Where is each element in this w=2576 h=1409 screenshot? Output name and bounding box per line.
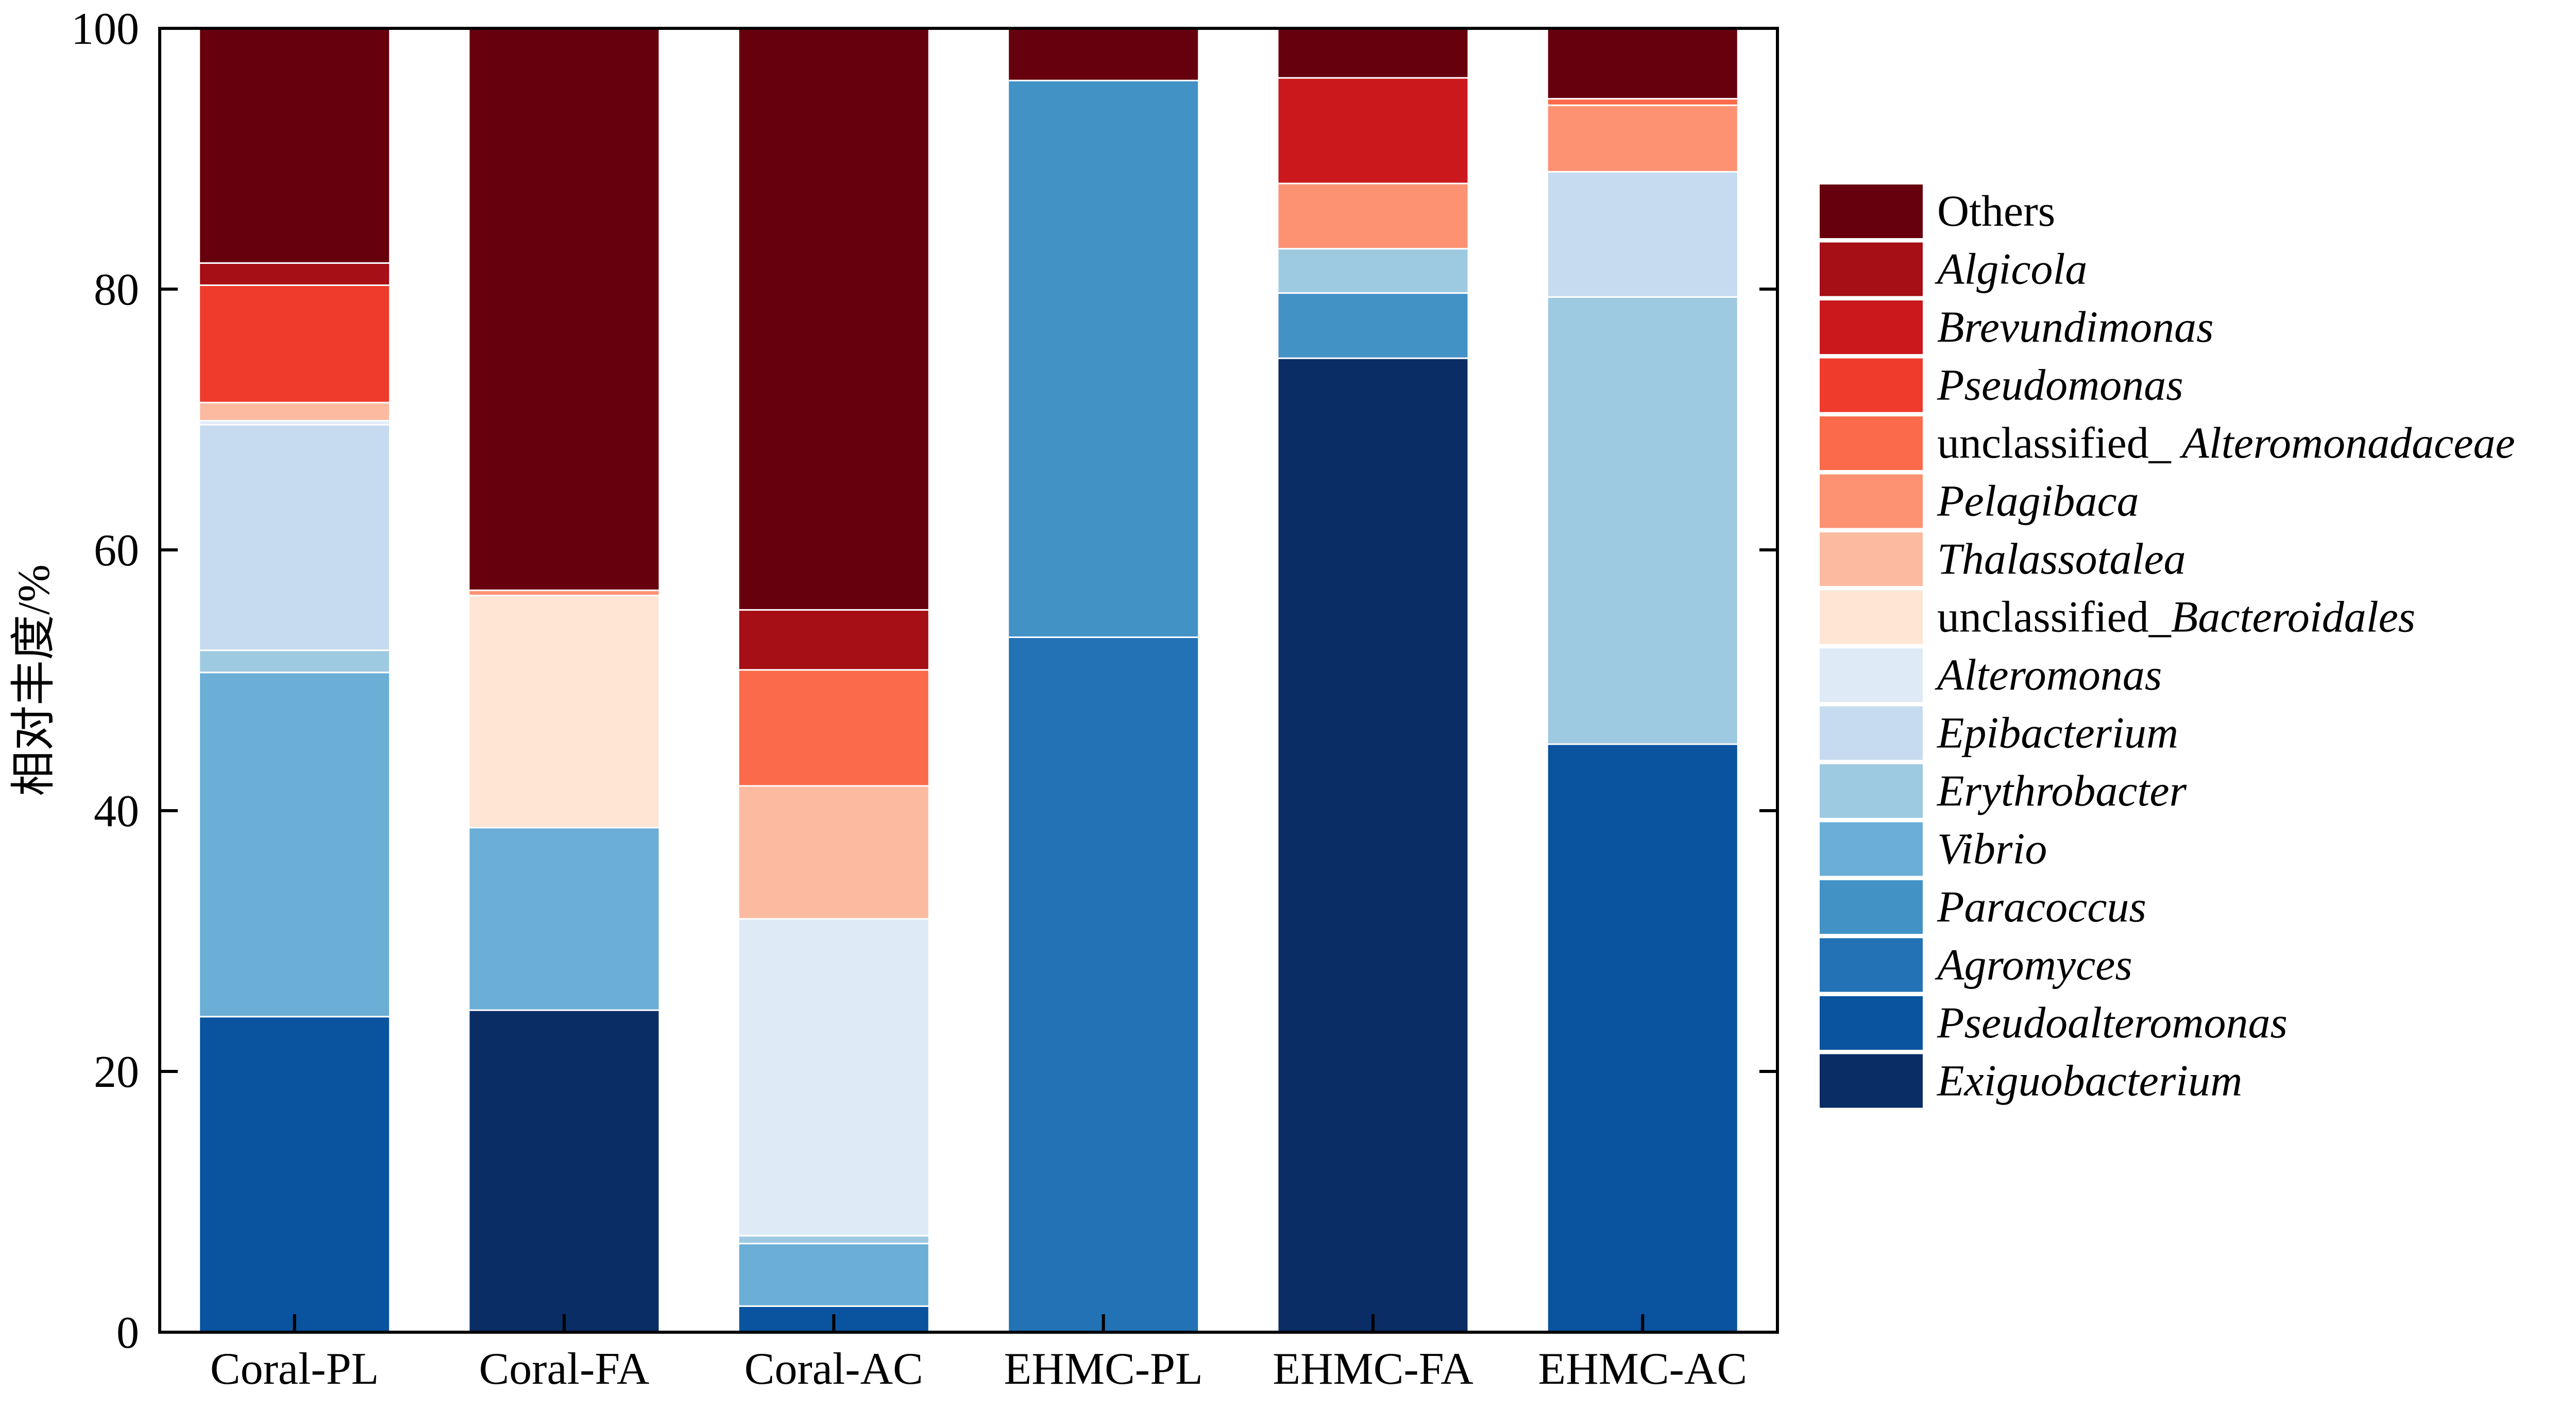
legend-swatch: [1820, 242, 1923, 296]
bar-segment: [198, 27, 391, 264]
legend-label: Exiguobacterium: [1936, 1056, 2242, 1105]
bar-segment: [198, 424, 391, 651]
bar-segment: [1277, 248, 1469, 294]
legend-label: Thalassotalea: [1937, 534, 2186, 583]
legend-label: Paracoccus: [1937, 882, 2146, 931]
legend-label: Vibrio: [1937, 824, 2047, 874]
bar-segment: [1546, 743, 1739, 1333]
legend-label: Alteromonas: [1935, 650, 2162, 699]
legend-swatch: [1820, 938, 1923, 992]
axes-layer: 0 20 40 60 80 100 Coral-PL Coral-FA Coral-AC EHMC…: [71, 4, 1777, 1394]
y-tick-label: 80: [94, 265, 139, 315]
legend-swatch: [1820, 996, 1923, 1050]
legend-swatch: [1820, 184, 1923, 238]
bar-segment: [1546, 296, 1739, 745]
bar-segment: [468, 589, 660, 597]
legend-swatch: [1820, 764, 1923, 818]
legend-label: Pseudoalteromonas: [1937, 998, 2287, 1047]
bar-segment: [737, 609, 930, 671]
bar-segment: [468, 595, 660, 829]
bar-segment: [737, 918, 930, 1237]
legend-swatch: [1820, 358, 1923, 412]
y-tick-label: 20: [94, 1047, 139, 1097]
bar-segment: [1007, 79, 1200, 639]
legend-swatch: [1820, 532, 1923, 586]
legend-swatch: [1820, 416, 1923, 470]
bar-segment: [468, 27, 660, 591]
bar-segment: [737, 1243, 930, 1307]
plot-frame: [158, 27, 1779, 1334]
y-tick-label: 40: [94, 786, 139, 836]
legend-swatch: [1820, 300, 1923, 354]
bar-segment: [1007, 636, 1200, 1333]
bar-segment: [198, 672, 391, 1018]
bar-segment: [1277, 27, 1469, 79]
legend-label: Algicola: [1935, 244, 2087, 294]
legend: Others Algicola Brevundimonas Pseudomonas un…: [1820, 184, 2515, 1108]
bar-segment: [198, 1016, 391, 1333]
bar-segment: [1546, 104, 1739, 173]
y-tick-label: 60: [94, 526, 139, 576]
legend-swatch: [1820, 474, 1923, 528]
y-tick-label: 0: [116, 1308, 139, 1358]
bars-layer: [198, 27, 1739, 1333]
bar-segment: [1277, 292, 1469, 359]
bar-segment: [1277, 182, 1469, 250]
legend-swatch: [1820, 706, 1923, 760]
x-tick-label: EHMC-PL: [1004, 1344, 1203, 1394]
legend-label: Pelagibaca: [1937, 476, 2139, 526]
legend-swatch: [1820, 590, 1923, 644]
legend-swatch: [1820, 880, 1923, 934]
legend-label: unclassified_ Alteromonadaceae: [1937, 418, 2515, 467]
x-tick-label: Coral-FA: [479, 1344, 650, 1394]
bar-segment: [737, 27, 930, 611]
bar-segment: [198, 649, 391, 674]
y-tick-label: 100: [71, 4, 139, 54]
bar-segment: [1546, 98, 1739, 106]
x-tick-label: Coral-PL: [210, 1344, 379, 1394]
x-tick-label: EHMC-FA: [1273, 1344, 1473, 1394]
legend-label: Pseudomonas: [1937, 360, 2183, 410]
bar-segment: [198, 284, 391, 404]
legend-label: Epibacterium: [1936, 708, 2178, 758]
legend-swatch: [1820, 822, 1923, 876]
bar-segment: [1546, 27, 1739, 100]
legend-swatch: [1820, 1054, 1923, 1108]
bar-segment: [737, 785, 930, 920]
legend-swatch: [1820, 648, 1923, 702]
legend-label: Brevundimonas: [1937, 302, 2214, 351]
legend-label: unclassified_Bacteroidales: [1937, 592, 2415, 642]
bar-segment: [468, 1009, 660, 1333]
legend-label: Agromyces: [1935, 940, 2132, 989]
bar-segment: [198, 262, 391, 286]
bar-segment: [737, 669, 930, 787]
bar-segment: [1277, 357, 1469, 1333]
legend-label: Others: [1937, 186, 2055, 236]
legend-label: Erythrobacter: [1936, 766, 2187, 815]
x-tick-label: EHMC-AC: [1538, 1344, 1747, 1394]
y-axis-label: 相对丰度/%: [9, 564, 59, 796]
x-tick-label: Coral-AC: [744, 1344, 923, 1394]
bar-segment: [1546, 171, 1739, 298]
bar-segment: [468, 827, 660, 1011]
bar-segment: [737, 1235, 930, 1245]
bar-segment: [1277, 77, 1469, 184]
bar-segment: [1007, 27, 1200, 81]
bar-segment: [198, 401, 391, 422]
